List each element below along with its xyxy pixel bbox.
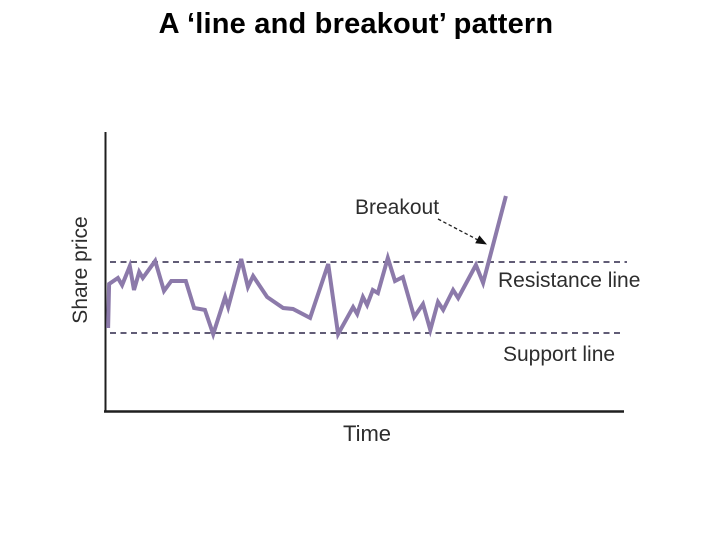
x-axis-label: Time: [343, 421, 391, 446]
breakout-label: Breakout: [355, 196, 439, 219]
y-axis-label: Share price: [69, 216, 92, 323]
price-line: [106, 195, 508, 341]
resistance-line-label: Resistance line: [498, 269, 640, 292]
support-line-label: Support line: [503, 343, 615, 366]
page-title: A ‘line and breakout’ pattern: [158, 8, 554, 40]
breakout-arrowhead-icon: [475, 235, 487, 245]
breakout-arrow-line: [437, 218, 479, 241]
